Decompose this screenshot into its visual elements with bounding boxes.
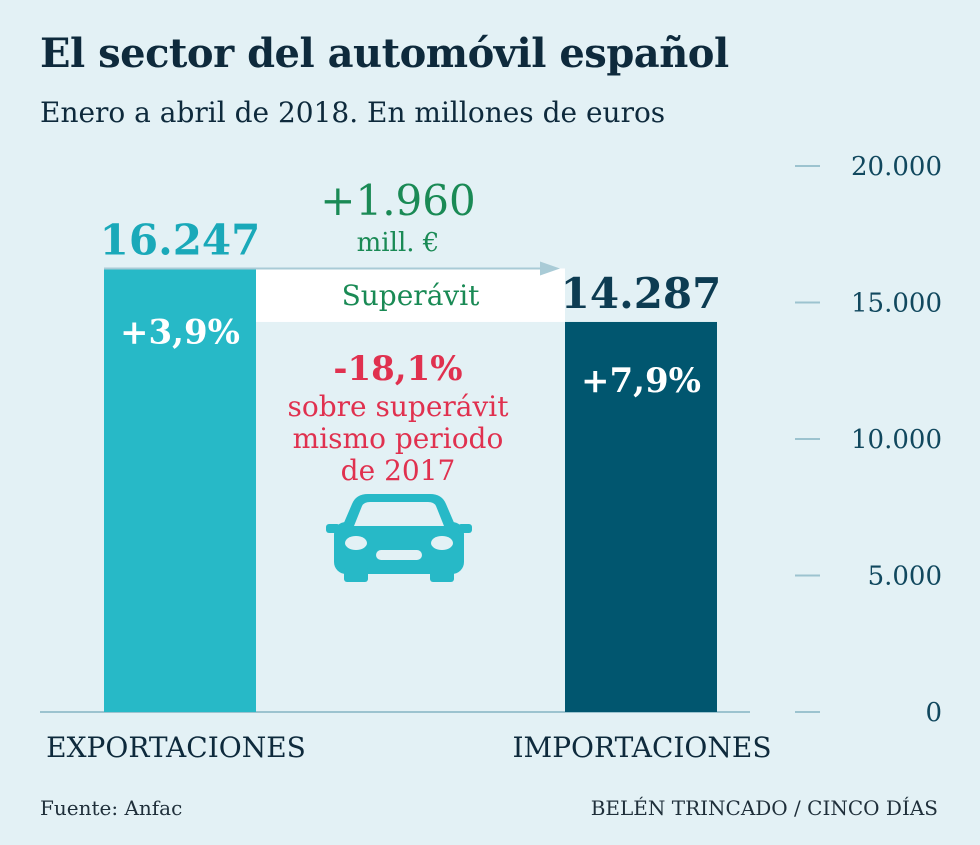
x-category-label-importaciones: IMPORTACIONES	[512, 731, 771, 764]
surplus-value-label: +1.960	[320, 176, 475, 225]
surplus-unit-label: mill. €	[357, 228, 440, 258]
chart-title: El sector del automóvil español	[40, 30, 729, 77]
y-tick-label: 5.000	[868, 562, 942, 592]
car-icon	[326, 494, 472, 582]
surplus-note-line: mismo periodo	[293, 422, 504, 455]
y-tick-label: 0	[925, 698, 942, 728]
bar-value-label-exportaciones: 16.247	[100, 215, 261, 264]
bar-importaciones	[565, 321, 717, 712]
surplus-note-line: de 2017	[341, 454, 456, 487]
chart-subtitle: Enero a abril de 2018. En millones de eu…	[40, 96, 666, 129]
surplus-note-line: sobre superávit	[287, 390, 509, 423]
y-tick-label: 20.000	[851, 152, 942, 182]
surplus-band-label: Superávit	[342, 279, 481, 312]
source-note: Fuente: Anfac	[40, 796, 183, 820]
y-tick-label: 10.000	[851, 425, 942, 455]
credit-note: BELÉN TRINCADO / CINCO DÍAS	[590, 796, 938, 820]
surplus-change-label: -18,1%	[333, 349, 462, 389]
bar-value-label-importaciones: 14.287	[561, 269, 722, 318]
bar-change-label-importaciones: +7,9%	[581, 361, 701, 401]
y-tick-label: 15.000	[851, 289, 942, 319]
x-category-label-exportaciones: EXPORTACIONES	[46, 731, 306, 764]
surplus-arrow-head	[540, 261, 560, 276]
bar-change-label-exportaciones: +3,9%	[120, 312, 240, 352]
bar-exportaciones	[104, 268, 256, 712]
surplus-band	[256, 268, 565, 322]
